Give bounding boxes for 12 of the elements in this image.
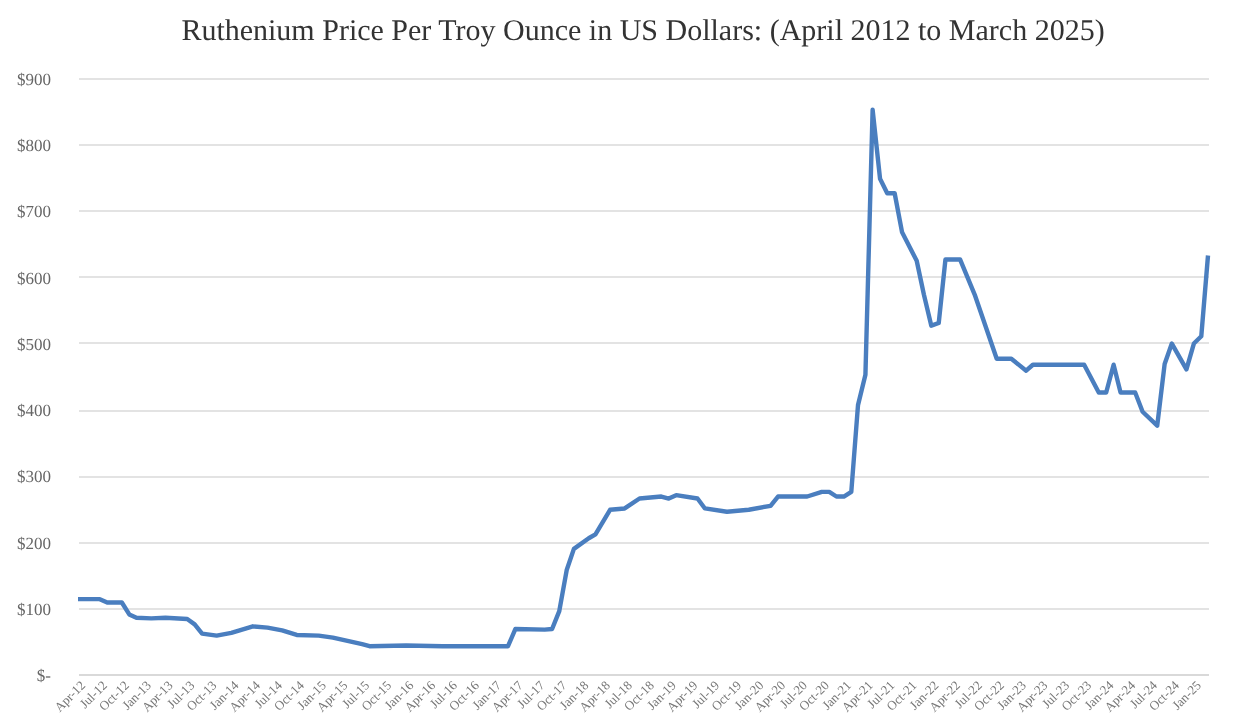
y-tick-label: $400 bbox=[17, 400, 51, 421]
y-tick-label: $600 bbox=[17, 267, 51, 288]
y-tick-label: $700 bbox=[17, 201, 51, 222]
line-series bbox=[75, 107, 1211, 649]
y-tick-label: $- bbox=[36, 665, 52, 685]
y-tick-label: $500 bbox=[17, 333, 51, 354]
y-tick-label: $300 bbox=[17, 466, 51, 487]
y-tick-label: $100 bbox=[17, 598, 51, 619]
chart-title: Ruthenium Price Per Troy Ounce in US Dollars: (April 2012 to March 2025) bbox=[181, 16, 1105, 48]
y-tick-label: $900 bbox=[17, 69, 51, 89]
y-tick-label: $200 bbox=[17, 532, 51, 553]
y-tick-label: $800 bbox=[17, 135, 51, 156]
